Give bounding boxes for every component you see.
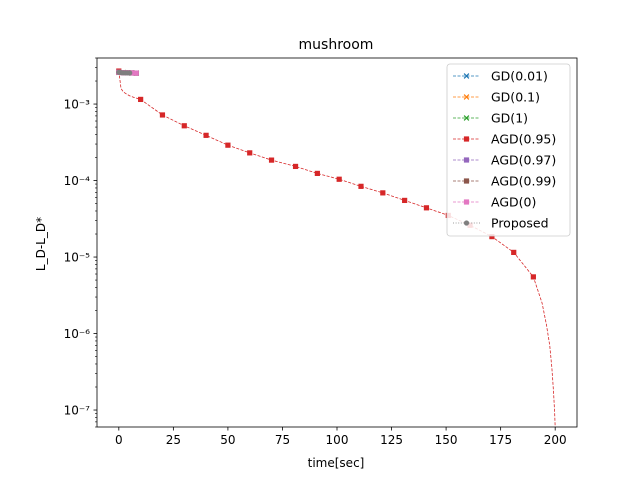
legend-entry: AGD(0) [453,195,536,210]
data-point [203,132,209,138]
data-point [159,112,166,118]
data-point [314,170,320,177]
legend-label: GD(1) [491,111,528,126]
data-point [530,274,536,280]
y-tick-label: 10⁻⁷ [64,404,91,418]
series-agd-0-95- [116,68,556,427]
series-group [115,68,556,427]
y-tick-label: 10⁻⁴ [64,174,91,188]
data-point [133,70,139,76]
x-tick-label: 0 [115,433,123,447]
data-point [358,183,364,189]
x-tick-label: 125 [380,433,403,447]
legend-marker [463,178,470,184]
legend-label: AGD(0.95) [491,132,556,147]
data-point [247,150,253,156]
y-tick-label: 10⁻⁵ [64,251,91,265]
x-axis-label: time[sec] [308,456,365,470]
data-point [268,157,275,163]
series-layer [115,68,556,427]
data-point [402,197,408,204]
legend-label: AGD(0.99) [491,174,556,189]
legend-entry: AGD(0.97) [453,153,556,168]
legend-label: GD(0.01) [491,69,548,84]
legend-marker [463,94,470,100]
data-point [127,70,133,76]
legend-marker [463,136,470,142]
legend-entry: GD(0.1) [453,90,540,105]
legend-marker [463,157,470,163]
data-point [292,163,299,170]
axes-layer: 0 25 50 75 100 125 150 175 200 10⁻⁷ 10⁻⁶ 10⁻⁵ 10⁻⁴ 10… [64,57,578,447]
y-tick-label: 10⁻³ [64,98,91,112]
x-tick-label: 50 [220,433,235,447]
series-line [118,71,556,427]
data-point [511,249,517,255]
x-tick-label: 25 [166,433,181,447]
data-point [181,123,187,129]
x-tick-label: 200 [544,433,567,447]
legend-marker [463,115,470,121]
data-point [423,205,430,211]
legend-entry: GD(1) [453,111,528,126]
y-tick-label: 10⁻⁶ [64,327,91,341]
legend-marker [463,73,470,79]
data-point [489,234,495,240]
legend-entry: AGD(0.95) [453,132,556,147]
legend-entry: AGD(0.99) [453,174,556,189]
legend-entry: GD(0.01) [453,69,548,84]
data-point [138,96,144,103]
x-tick-label: 175 [489,433,512,447]
y-axis-label: L_D-L_D* [34,217,48,271]
legend-marker [463,220,470,226]
data-point [225,142,231,148]
legend-marker [463,199,470,205]
series-proposed [116,69,133,76]
legend-label: AGD(0.97) [491,153,556,168]
x-tick-label: 75 [275,433,290,447]
x-tick-label: 100 [326,433,349,447]
legend-label: Proposed [491,216,549,231]
x-tick-label: 150 [435,433,458,447]
data-point [380,190,386,196]
legend-box [446,63,571,237]
legend-label: GD(0.1) [491,90,540,105]
legend-entry: Proposed [453,216,549,231]
chart-title: mushroom [299,37,374,53]
legend-label: AGD(0) [491,195,536,210]
legend: GD(0.01) GD(0.1) GD(1) AGD(0.95) AGD(0.97) AG… [446,63,571,237]
data-point [336,176,342,182]
